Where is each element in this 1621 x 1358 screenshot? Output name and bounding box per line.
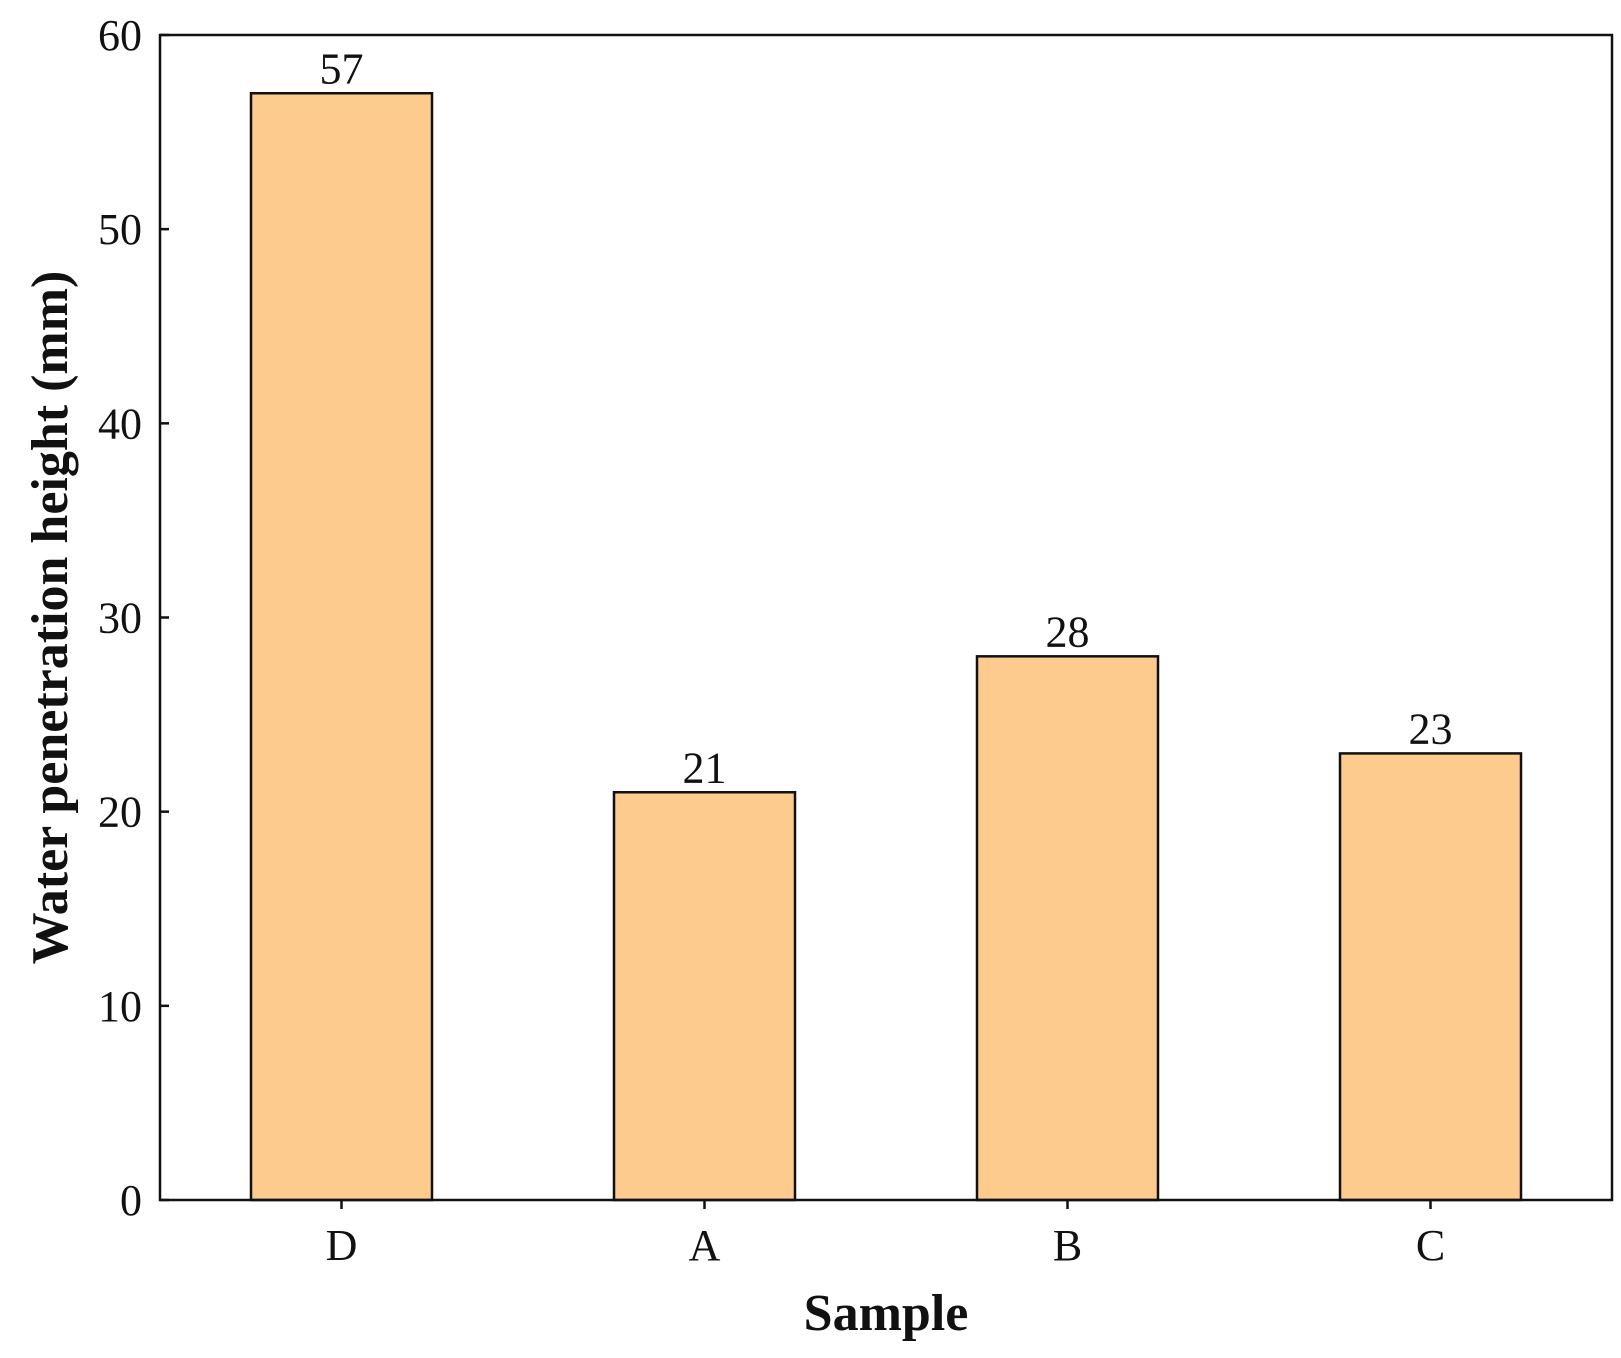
data-label-C: 23 — [1409, 704, 1453, 753]
plot-frame — [158, 33, 1614, 1202]
y-tick-label-0: 0 — [120, 1176, 142, 1225]
y-tick-label-10: 10 — [98, 982, 142, 1031]
x-tick-label-D: D — [326, 1221, 358, 1270]
x-tick-label-A: A — [689, 1221, 721, 1270]
x-tick-label-B: B — [1053, 1221, 1082, 1270]
x-tick-label-C: C — [1416, 1221, 1445, 1270]
bar-A — [612, 791, 797, 1202]
data-label-B: 28 — [1046, 607, 1090, 656]
data-label-D: 57 — [320, 44, 364, 93]
data-labels: 57 21 28 23 — [320, 44, 1453, 792]
bar-B — [975, 655, 1160, 1202]
y-tick-label-30: 30 — [98, 594, 142, 643]
y-tick-label-50: 50 — [98, 205, 142, 254]
y-tick-label-20: 20 — [98, 788, 142, 837]
y-tick-label-60: 60 — [98, 11, 142, 60]
x-axis-title: Sample — [804, 1285, 969, 1342]
y-axis-ticks: 0 10 20 30 40 50 60 — [98, 11, 169, 1225]
y-tick-label-40: 40 — [98, 399, 142, 448]
data-label-A: 21 — [683, 743, 727, 792]
y-axis-title: Water penetration height (mm) — [22, 271, 79, 965]
bars — [249, 92, 1523, 1202]
bar-D — [249, 92, 434, 1202]
bar-C — [1338, 752, 1523, 1202]
